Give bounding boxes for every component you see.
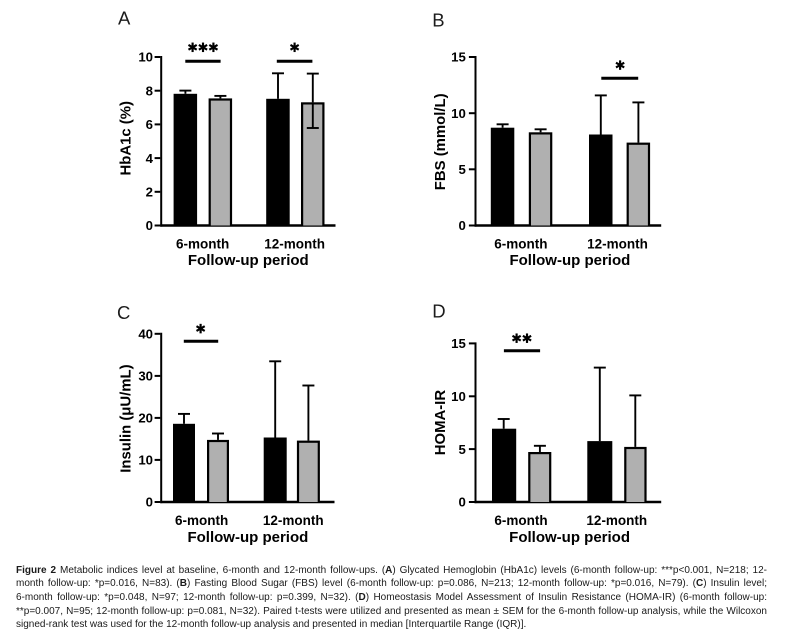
svg-text:C: C xyxy=(117,302,130,323)
svg-text:HbA1c (%): HbA1c (%) xyxy=(119,101,135,176)
svg-text:10: 10 xyxy=(138,453,153,468)
svg-text:12-month: 12-month xyxy=(587,236,648,251)
svg-text:15: 15 xyxy=(451,336,466,351)
svg-text:Follow-up period: Follow-up period xyxy=(187,529,308,546)
svg-text:20: 20 xyxy=(138,411,153,426)
svg-text:Follow-up period: Follow-up period xyxy=(188,252,309,269)
svg-text:8: 8 xyxy=(146,83,153,98)
svg-text:6-month: 6-month xyxy=(176,236,229,251)
svg-text:12-month: 12-month xyxy=(586,513,647,528)
svg-text:B: B xyxy=(432,10,444,31)
svg-text:10: 10 xyxy=(451,106,466,121)
svg-text:10: 10 xyxy=(451,389,466,404)
svg-text:6-month: 6-month xyxy=(494,236,547,251)
svg-text:30: 30 xyxy=(138,369,153,384)
svg-text:Follow-up period: Follow-up period xyxy=(509,252,630,269)
svg-text:40: 40 xyxy=(138,327,153,342)
svg-text:5: 5 xyxy=(458,442,465,457)
svg-text:0: 0 xyxy=(146,218,153,233)
svg-text:4: 4 xyxy=(146,151,154,166)
svg-text:2: 2 xyxy=(146,185,153,200)
svg-text:0: 0 xyxy=(458,495,465,510)
svg-text:D: D xyxy=(432,301,445,322)
svg-text:0: 0 xyxy=(146,495,153,510)
svg-text:5: 5 xyxy=(458,162,465,177)
svg-text:10: 10 xyxy=(138,50,153,65)
svg-text:Follow-up period: Follow-up period xyxy=(509,529,630,546)
svg-text:12-month: 12-month xyxy=(264,236,325,251)
svg-text:12-month: 12-month xyxy=(263,513,324,528)
svg-text:HOMA-IR: HOMA-IR xyxy=(433,390,449,456)
svg-text:6-month: 6-month xyxy=(175,513,228,528)
svg-text:Insulin (μU/mL): Insulin (μU/mL) xyxy=(119,364,135,472)
svg-text:FBS (mmol/L): FBS (mmol/L) xyxy=(433,93,449,190)
svg-text:15: 15 xyxy=(451,50,466,65)
svg-text:A: A xyxy=(118,8,131,29)
svg-text:6-month: 6-month xyxy=(494,513,547,528)
svg-text:6: 6 xyxy=(146,117,153,132)
svg-text:0: 0 xyxy=(458,218,465,233)
